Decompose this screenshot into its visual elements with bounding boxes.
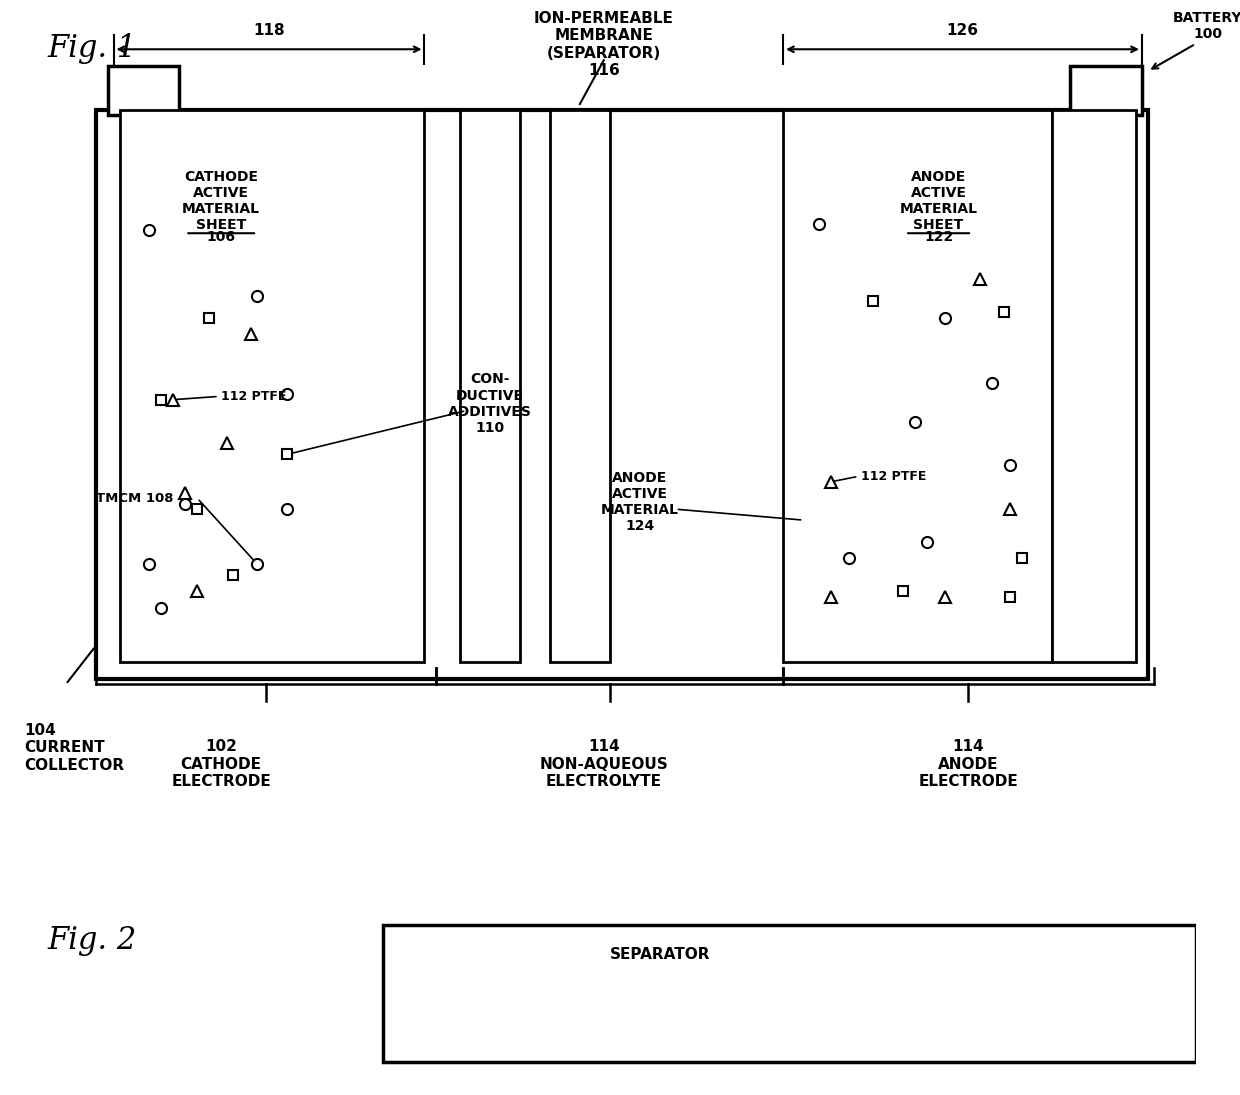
- Text: ANODE
ACTIVE
MATERIAL
124: ANODE ACTIVE MATERIAL 124: [600, 471, 678, 533]
- Text: 104
CURRENT
COLLECTOR: 104 CURRENT COLLECTOR: [24, 723, 124, 772]
- Text: SEPARATOR: SEPARATOR: [610, 947, 711, 963]
- Text: ANODE
ACTIVE
MATERIAL
SHEET: ANODE ACTIVE MATERIAL SHEET: [899, 170, 977, 232]
- FancyBboxPatch shape: [460, 110, 520, 662]
- FancyBboxPatch shape: [383, 925, 1195, 1062]
- FancyBboxPatch shape: [784, 110, 1053, 662]
- FancyBboxPatch shape: [95, 110, 1148, 679]
- Text: 114
NON-AQUEOUS
ELECTROLYTE: 114 NON-AQUEOUS ELECTROLYTE: [539, 739, 668, 788]
- Text: 118: 118: [253, 23, 285, 38]
- Text: 102
CATHODE
ELECTRODE: 102 CATHODE ELECTRODE: [171, 739, 272, 788]
- FancyBboxPatch shape: [1053, 110, 1136, 662]
- Text: Fig. 2: Fig. 2: [48, 925, 138, 956]
- Text: CATHODE
ACTIVE
MATERIAL
SHEET: CATHODE ACTIVE MATERIAL SHEET: [182, 170, 260, 232]
- Text: 114
ANODE
ELECTRODE: 114 ANODE ELECTRODE: [919, 739, 1018, 788]
- Text: BATTERY
100: BATTERY 100: [1173, 11, 1240, 42]
- Text: 112 PTFE: 112 PTFE: [861, 470, 926, 483]
- FancyBboxPatch shape: [119, 110, 424, 662]
- Text: 112 PTFE: 112 PTFE: [221, 390, 286, 403]
- Text: CON-
DUCTIVE
ADDITIVES
110: CON- DUCTIVE ADDITIVES 110: [449, 372, 532, 435]
- Text: 106: 106: [207, 230, 236, 244]
- FancyBboxPatch shape: [551, 110, 610, 662]
- Text: 126: 126: [946, 23, 978, 38]
- Text: Fig. 1: Fig. 1: [48, 33, 138, 64]
- Text: 122: 122: [924, 230, 954, 244]
- FancyBboxPatch shape: [1070, 66, 1142, 115]
- Text: TMCM 108: TMCM 108: [95, 492, 174, 505]
- Text: ION-PERMEABLE
MEMBRANE
(SEPARATOR)
116: ION-PERMEABLE MEMBRANE (SEPARATOR) 116: [534, 11, 673, 78]
- FancyBboxPatch shape: [108, 66, 180, 115]
